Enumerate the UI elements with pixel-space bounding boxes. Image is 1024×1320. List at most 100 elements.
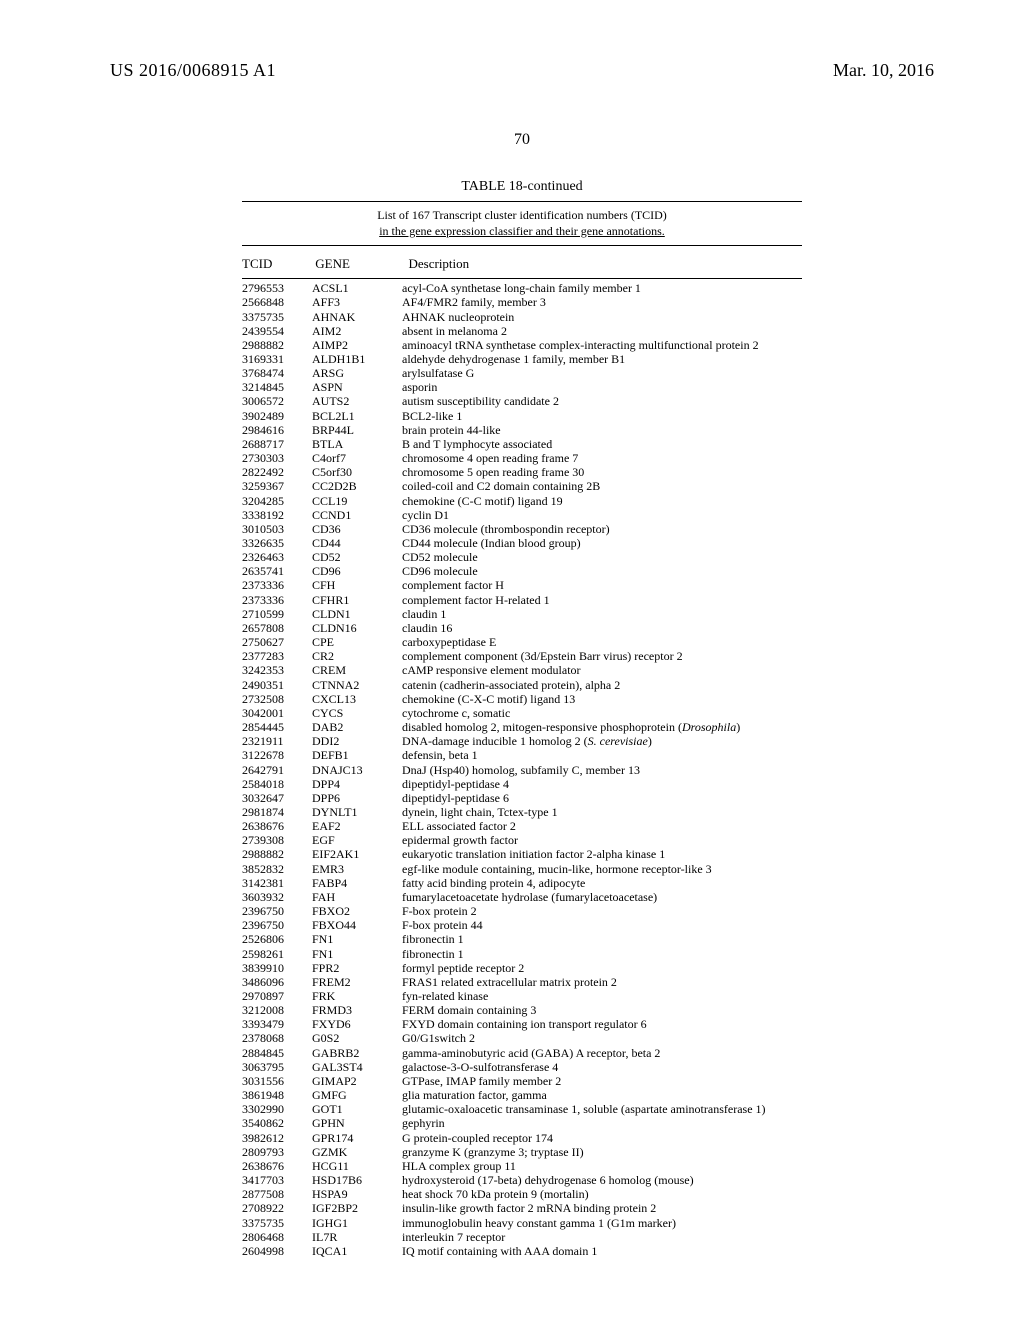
cell-desc: autism susceptibility candidate 2 [402, 394, 802, 408]
cell-gene: CD96 [312, 564, 402, 578]
table-row: 2566848AFF3AF4/FMR2 family, member 3 [242, 295, 802, 309]
table-row: 2796553ACSL1acyl-CoA synthetase long-cha… [242, 281, 802, 295]
table-row: 3063795GAL3ST4galactose-3-O-sulfotransfe… [242, 1060, 802, 1074]
cell-tcid: 3417703 [242, 1173, 312, 1187]
table-row: 3540862GPHNgephyrin [242, 1116, 802, 1130]
cell-desc: BCL2-like 1 [402, 409, 802, 423]
cell-tcid: 3768474 [242, 366, 312, 380]
table-row: 3852832EMR3egf-like module containing, m… [242, 862, 802, 876]
table-row: 2806468IL7Rinterleukin 7 receptor [242, 1230, 802, 1244]
cell-desc: complement factor H [402, 578, 802, 592]
table-row: 3214845ASPNasporin [242, 380, 802, 394]
cell-gene: AHNAK [312, 310, 402, 324]
table-row: 2750627CPEcarboxypeptidase E [242, 635, 802, 649]
cell-desc: DNA-damage inducible 1 homolog 2 (S. cer… [402, 734, 802, 748]
col-gene: GENE [315, 256, 405, 272]
cell-desc: fyn-related kinase [402, 989, 802, 1003]
cell-tcid: 2984616 [242, 423, 312, 437]
cell-gene: C5orf30 [312, 465, 402, 479]
cell-gene: DNAJC13 [312, 763, 402, 777]
cell-gene: GPHN [312, 1116, 402, 1130]
cell-tcid: 2730303 [242, 451, 312, 465]
table-row: 3338192CCND1cyclin D1 [242, 508, 802, 522]
table-row: 2988882AIMP2aminoacyl tRNA synthetase co… [242, 338, 802, 352]
cell-desc: chemokine (C-X-C motif) ligand 13 [402, 692, 802, 706]
table-row: 3204285CCL19chemokine (C-C motif) ligand… [242, 494, 802, 508]
cell-gene: CYCS [312, 706, 402, 720]
cell-gene: C4orf7 [312, 451, 402, 465]
table-row: 3417703HSD17B6hydroxysteroid (17-beta) d… [242, 1173, 802, 1187]
cell-tcid: 3242353 [242, 663, 312, 677]
cell-tcid: 3902489 [242, 409, 312, 423]
table-row: 2396750FBXO44F-box protein 44 [242, 918, 802, 932]
cell-tcid: 2884845 [242, 1046, 312, 1060]
cell-tcid: 3142381 [242, 876, 312, 890]
cell-gene: DEFB1 [312, 748, 402, 762]
cell-tcid: 3032647 [242, 791, 312, 805]
cell-gene: HSPA9 [312, 1187, 402, 1201]
cell-desc: cAMP responsive element modulator [402, 663, 802, 677]
cell-tcid: 3338192 [242, 508, 312, 522]
cell-desc: CD44 molecule (Indian blood group) [402, 536, 802, 550]
cell-desc: insulin-like growth factor 2 mRNA bindin… [402, 1201, 802, 1215]
cell-desc: fibronectin 1 [402, 947, 802, 961]
table-subtitle-line1: List of 167 Transcript cluster identific… [377, 208, 667, 222]
cell-gene: CXCL13 [312, 692, 402, 706]
cell-desc: FERM domain containing 3 [402, 1003, 802, 1017]
cell-desc: formyl peptide receptor 2 [402, 961, 802, 975]
col-tcid: TCID [242, 256, 312, 272]
table-row: 3982612GPR174G protein-coupled receptor … [242, 1131, 802, 1145]
cell-desc: gephyrin [402, 1116, 802, 1130]
cell-tcid: 3852832 [242, 862, 312, 876]
cell-desc: dipeptidyl-peptidase 4 [402, 777, 802, 791]
cell-tcid: 3486096 [242, 975, 312, 989]
cell-desc: fatty acid binding protein 4, adipocyte [402, 876, 802, 890]
cell-desc: B and T lymphocyte associated [402, 437, 802, 451]
cell-gene: HSD17B6 [312, 1173, 402, 1187]
table-row: 3375735AHNAKAHNAK nucleoprotein [242, 310, 802, 324]
cell-desc: fumarylacetoacetate hydrolase (fumarylac… [402, 890, 802, 904]
cell-desc: immunoglobulin heavy constant gamma 1 (G… [402, 1216, 802, 1230]
cell-desc: IQ motif containing with AAA domain 1 [402, 1244, 802, 1258]
cell-gene: BCL2L1 [312, 409, 402, 423]
cell-desc: heat shock 70 kDa protein 9 (mortalin) [402, 1187, 802, 1201]
table-row: 3486096FREM2FRAS1 related extracellular … [242, 975, 802, 989]
table-row: 3768474ARSGarylsulfatase G [242, 366, 802, 380]
cell-desc: G0/G1switch 2 [402, 1031, 802, 1045]
cell-desc: F-box protein 2 [402, 904, 802, 918]
cell-gene: BTLA [312, 437, 402, 451]
cell-gene: CD36 [312, 522, 402, 536]
table-row: 2635741CD96CD96 molecule [242, 564, 802, 578]
cell-gene: IL7R [312, 1230, 402, 1244]
cell-tcid: 2708922 [242, 1201, 312, 1215]
cell-desc: cyclin D1 [402, 508, 802, 522]
table-row: 2739308EGFepidermal growth factor [242, 833, 802, 847]
cell-desc: cytochrome c, somatic [402, 706, 802, 720]
cell-gene: FBXO2 [312, 904, 402, 918]
cell-desc: FXYD domain containing ion transport reg… [402, 1017, 802, 1031]
cell-tcid: 3302990 [242, 1102, 312, 1116]
cell-tcid: 2732508 [242, 692, 312, 706]
cell-tcid: 2739308 [242, 833, 312, 847]
table-row: 2638676HCG11HLA complex group 11 [242, 1159, 802, 1173]
table-row: 2377283CR2complement component (3d/Epste… [242, 649, 802, 663]
cell-tcid: 2988882 [242, 847, 312, 861]
table-row: 2326463CD52CD52 molecule [242, 550, 802, 564]
publication-number: US 2016/0068915 A1 [110, 60, 276, 81]
table-row: 2988882EIF2AK1eukaryotic translation ini… [242, 847, 802, 861]
cell-desc: disabled homolog 2, mitogen-responsive p… [402, 720, 802, 734]
table-row: 3031556GIMAP2GTPase, IMAP family member … [242, 1074, 802, 1088]
cell-tcid: 3540862 [242, 1116, 312, 1130]
cell-desc: complement factor H-related 1 [402, 593, 802, 607]
cell-gene: EGF [312, 833, 402, 847]
table-row: 3375735IGHG1immunoglobulin heavy constan… [242, 1216, 802, 1230]
cell-gene: CTNNA2 [312, 678, 402, 692]
cell-tcid: 2490351 [242, 678, 312, 692]
cell-desc: epidermal growth factor [402, 833, 802, 847]
table-row: 3839910FPR2formyl peptide receptor 2 [242, 961, 802, 975]
cell-tcid: 2373336 [242, 593, 312, 607]
cell-gene: FAH [312, 890, 402, 904]
table-row: 2877508HSPA9heat shock 70 kDa protein 9 … [242, 1187, 802, 1201]
cell-gene: FBXO44 [312, 918, 402, 932]
cell-gene: IQCA1 [312, 1244, 402, 1258]
